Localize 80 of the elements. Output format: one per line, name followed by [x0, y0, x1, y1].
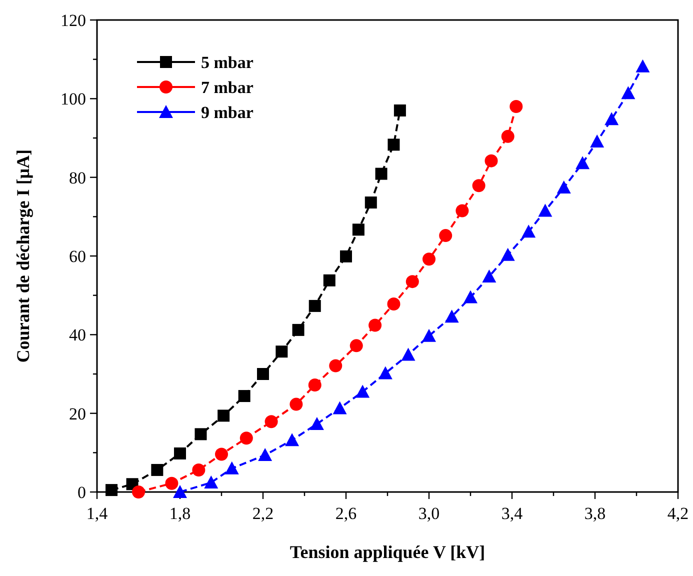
x-tick-label: 3,8 — [584, 504, 606, 523]
point — [106, 484, 118, 496]
point — [308, 378, 322, 392]
point — [224, 461, 239, 474]
point — [394, 104, 406, 116]
point — [329, 359, 342, 372]
x-tick-label: 2,2 — [252, 504, 274, 523]
point — [422, 252, 436, 266]
point — [308, 300, 321, 312]
point — [604, 112, 619, 126]
point — [165, 476, 178, 490]
x-tick-label: 4,2 — [667, 504, 689, 523]
x-tick-label: 3,0 — [418, 504, 440, 523]
point — [538, 204, 552, 217]
point — [356, 384, 370, 398]
point — [472, 179, 486, 192]
point — [375, 168, 388, 180]
point — [292, 324, 304, 336]
point — [285, 433, 300, 446]
point — [238, 390, 250, 402]
point — [590, 134, 604, 148]
legend-label: 5 mbar — [201, 53, 254, 72]
point — [401, 348, 416, 361]
point — [276, 346, 288, 358]
point — [484, 154, 498, 168]
point — [500, 248, 515, 261]
point — [173, 485, 187, 498]
y-tick-label: 40 — [69, 326, 86, 345]
point — [264, 415, 278, 428]
point — [422, 328, 436, 342]
point — [444, 310, 459, 323]
y-axis-title: Courant de décharge I [µA] — [13, 149, 33, 363]
point — [510, 100, 523, 114]
point — [439, 229, 452, 242]
point — [522, 224, 536, 238]
point — [290, 398, 303, 411]
point — [332, 401, 347, 414]
x-tick-label: 1,8 — [169, 504, 191, 523]
point — [576, 156, 590, 170]
point — [204, 476, 218, 489]
point — [132, 486, 145, 498]
point — [218, 410, 230, 422]
point — [556, 180, 571, 194]
y-tick-label: 20 — [69, 404, 86, 424]
point — [350, 339, 363, 352]
point — [378, 366, 392, 380]
point — [323, 274, 336, 286]
point — [215, 448, 228, 461]
point — [636, 59, 650, 72]
y-tick-label: 60 — [69, 247, 86, 266]
point — [151, 464, 164, 476]
point — [192, 463, 206, 476]
point — [368, 318, 382, 332]
y-tick-label: 80 — [69, 168, 86, 188]
legend-label: 9 mbar — [201, 103, 254, 122]
point — [387, 297, 400, 310]
point — [456, 204, 469, 218]
x-tick-label: 2,6 — [335, 504, 357, 523]
y-tick-label: 100 — [60, 90, 86, 109]
point — [310, 416, 324, 430]
legend-label: 7 mbar — [201, 78, 254, 97]
x-tick-label: 1,4 — [86, 504, 108, 523]
point — [621, 86, 636, 100]
point — [406, 275, 419, 288]
point — [240, 432, 253, 445]
point — [194, 428, 207, 440]
point — [364, 196, 377, 209]
point — [482, 269, 496, 282]
point — [257, 368, 269, 380]
point — [258, 448, 272, 462]
point — [501, 130, 514, 143]
x-tick-label: 3,4 — [501, 504, 524, 523]
point — [340, 250, 352, 262]
y-tick-label: 0 — [78, 483, 86, 502]
x-axis-title: Tension appliquée V [kV] — [290, 542, 486, 562]
y-tick-label: 120 — [60, 11, 86, 30]
point — [352, 224, 364, 236]
point — [388, 138, 400, 151]
point — [174, 447, 186, 460]
point — [464, 290, 478, 304]
